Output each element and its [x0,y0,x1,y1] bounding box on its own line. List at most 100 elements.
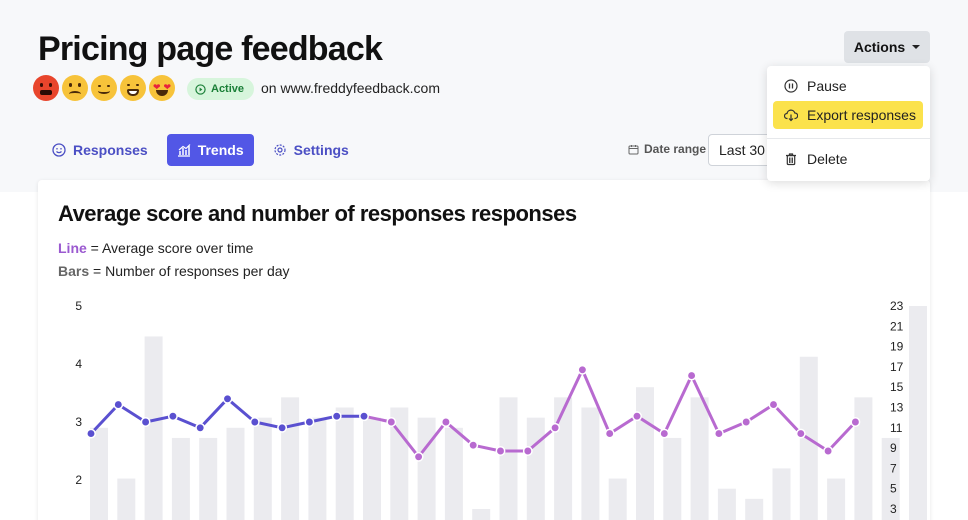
chart-bar [717,488,736,520]
score-point [413,451,424,462]
left-axis-tick-label: 2 [75,473,82,487]
grinning-face-emoji[interactable] [120,75,146,101]
score-point [140,417,151,427]
right-axis-tick-label: 19 [890,340,904,354]
menu-item-delete[interactable]: Delete [773,145,923,173]
tab-settings[interactable]: Settings [263,134,359,166]
score-point [741,417,752,427]
legend-bars-text: = Number of responses per day [89,263,290,279]
menu-item-pause[interactable]: Pause [773,72,923,100]
score-line-segment [772,403,803,436]
right-axis-tick-label: 9 [890,441,897,455]
chart-bar [363,417,381,520]
actions-dropdown-menu: Pause Export responses Delete [767,66,930,181]
score-line-segment [526,426,557,453]
cursing-face-emoji[interactable] [33,75,59,101]
score-line-segment [444,420,475,447]
score-point [795,428,806,439]
score-point [850,417,861,427]
chart-bar [499,397,518,520]
menu-item-delete-label: Delete [807,151,848,167]
tab-trends[interactable]: Trends [166,134,254,166]
chart-bar [854,397,873,520]
score-point [195,422,206,433]
chart-bar [608,478,627,520]
score-point [577,364,588,375]
menu-item-export-responses[interactable]: Export responses [773,101,923,129]
trash-icon [786,153,796,166]
chart-bar [881,437,900,520]
chart-bar [308,417,327,520]
actions-button[interactable]: Actions [844,31,930,63]
right-axis-tick-label: 11 [890,421,903,435]
left-axis-tick-label: 3 [75,415,82,429]
smiling-face-emoji[interactable] [91,75,117,101]
score-point [86,428,96,439]
chart-bar [690,397,709,520]
score-point [550,422,561,433]
score-point [359,411,369,422]
right-axis-tick-label: 15 [890,380,904,394]
menu-item-pause-label: Pause [807,78,847,94]
chart-bar [199,437,218,520]
tab-responses[interactable]: Responses [42,134,158,166]
status-badge: Active [187,78,255,100]
chart-bar [444,427,463,520]
chart-bar [171,437,190,520]
score-line-segment [389,420,421,459]
legend-bars-key: Bars [58,263,90,279]
chart-icon [177,144,191,157]
caret-down-icon [912,45,921,49]
score-line-segment [553,368,584,430]
score-point [823,446,834,456]
date-range-label-text: Date range [644,142,707,156]
chart-bar [745,498,764,520]
score-line-segment [799,432,830,453]
chart-bar [144,336,163,520]
score-point [632,411,642,422]
emoji-scale: ❤ ❤ [33,75,175,101]
score-point [113,399,124,410]
legend-line-key: Line [58,240,87,256]
smiley-icon [52,143,66,157]
chart-bar [90,427,108,520]
score-line-segment [635,414,666,436]
chart-title: Average score and number of responses re… [58,201,577,226]
score-point [331,411,342,422]
play-circle-icon [195,83,206,95]
legend-line-entry: Line = Average score over time [58,240,253,256]
score-line-segment [690,374,721,436]
score-point [277,422,288,433]
score-line-segment [662,374,694,436]
score-point [222,393,233,404]
score-line-segment [744,403,775,424]
score-line-segment [226,397,257,424]
score-point [304,417,315,427]
chart-bar [554,397,573,520]
score-line-segment [198,397,229,430]
status-badge-label: Active [211,83,245,95]
score-point [249,417,260,427]
right-axis-tick-label: 23 [890,299,904,313]
site-url-text: on www.freddyfeedback.com [261,80,440,96]
trends-chart-card: Average score and number of responses re… [38,180,930,520]
date-range-label: Date range [628,142,706,156]
right-axis-tick-label: 17 [890,360,904,374]
menu-divider [767,138,930,139]
actions-button-label: Actions [853,39,906,55]
right-axis-tick-label: 13 [890,401,904,415]
score-point [522,446,533,456]
right-axis-tick-label: 5 [890,482,897,496]
score-point [386,417,397,427]
score-point [604,428,615,439]
heart-eyes-emoji[interactable]: ❤ ❤ [149,75,175,101]
tab-responses-label: Responses [73,142,148,158]
cloud-download-icon [784,109,798,122]
legend-bars-entry: Bars = Number of responses per day [58,263,290,279]
score-line-segment [417,420,448,459]
frowning-face-emoji[interactable] [62,75,88,101]
gear-icon [274,144,286,156]
score-point [440,417,451,427]
menu-item-export-label: Export responses [807,107,916,123]
